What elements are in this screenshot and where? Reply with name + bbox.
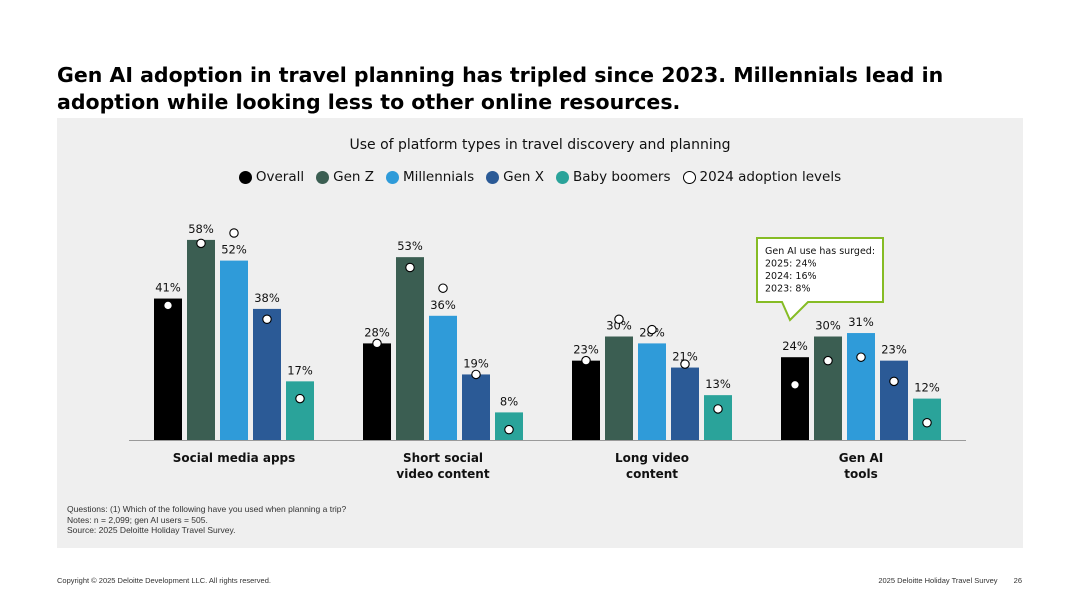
legend-label-millennials: Millennials [402,169,475,185]
marker-2024-3-0 [262,314,272,325]
marker-2024-1-3 [823,355,833,366]
marker-2024-0-3 [790,380,800,390]
legend-label-gen-x: Gen X [503,169,544,185]
bar-2-3 [847,333,875,440]
data-label-1-2: 30% [606,319,632,333]
data-label-4-3: 12% [914,381,940,395]
legend-item-baby-boomers: Baby boomers [556,169,671,185]
data-label-1-3: 30% [815,319,841,333]
legend-item-gen-z: Gen Z [316,169,374,185]
notes-questions: Questions: (1) Which of the following ha… [67,504,347,514]
category-label-3: Gen AI tools [839,451,883,481]
legend-swatch-2024-marker [682,170,696,184]
bar-2-1 [429,315,457,440]
marker-2024-0-2 [581,355,591,366]
bar-1-2 [605,336,633,440]
data-label-1-1: 53% [397,239,423,253]
legend-item-overall: Overall [238,169,305,185]
data-label-0-2: 23% [573,343,599,357]
bar-3-0 [253,308,281,440]
bar-2-0 [220,260,248,440]
legend-item-gen-x: Gen X [486,169,544,185]
callout-line-2: 2024: 16% [765,271,817,282]
bar-1-0 [187,239,215,440]
marker-2024-2-2 [647,324,657,335]
category-label-2: Long video content [615,451,689,481]
legend-swatch-gen-z [316,170,330,184]
marker-2024-2-3 [856,352,866,362]
footer-copyright: Copyright © 2025 Deloitte Development LL… [57,576,271,585]
footer-right: 2025 Deloitte Holiday Travel Survey 26 [878,576,1022,585]
notes-source: Source: 2025 Deloitte Holiday Travel Sur… [67,525,236,535]
marker-2024-1-2 [614,314,624,325]
data-label-0-1: 28% [364,325,390,339]
bar-0-3 [781,357,809,440]
page-number: 26 [1013,576,1022,585]
data-label-0-0: 41% [155,281,181,295]
bar-4-0 [286,381,314,440]
data-label-4-0: 17% [287,363,313,377]
legend-swatch-millennials [385,170,399,184]
data-label-3-3: 23% [881,343,907,357]
bar-3-3 [880,360,908,440]
data-label-3-2: 21% [672,350,698,364]
slide-title: Gen AI adoption in travel planning has t… [57,63,944,114]
callout-line-0: Gen AI use has surged: [765,246,875,257]
legend-swatch-baby-boomers [556,170,569,184]
marker-2024-3-2 [680,359,690,369]
legend-label-gen-z: Gen Z [333,169,374,185]
marker-2024-0-0 [163,300,173,311]
data-label-4-1: 8% [500,394,518,408]
data-label-3-1: 19% [463,356,489,370]
legend-label-baby-boomers: Baby boomers [573,169,671,185]
legend-label-2024-adoption: 2024 adoption levels [699,169,842,185]
data-label-2-1: 36% [430,298,456,312]
chart: 41% 58% 52% 38% 17% Social media apps 28% 53% 36… [129,222,966,481]
marker-2024-4-2 [713,404,723,414]
marker-2024-3-1 [471,369,481,380]
callout-box [756,237,884,322]
bar-0-2 [572,360,600,440]
chart-panel: 41% 58% 52% 38% 17% Social media apps 28% 53% 36… [57,118,1023,548]
marker-2024-1-0 [196,238,206,249]
marker-2024-4-3 [922,417,932,428]
chart-legend: Overall Gen Z Millennials Gen X Baby boo… [57,169,1023,185]
data-label-0-3: 24% [782,339,808,353]
bar-1-1 [396,257,424,440]
category-label-1: Short social video content [396,451,489,481]
marker-2024-1-1 [405,262,415,273]
legend-label-overall: Overall [255,169,305,185]
marker-2024-4-0 [295,393,305,404]
marker-2024-0-1 [372,338,382,349]
callout-line-3: 2023: 8% [765,284,810,295]
marker-2024-4-1 [504,424,514,435]
bar-0-1 [363,343,391,440]
bar-1-3 [814,336,842,440]
marker-2024-2-0 [229,228,239,238]
legend-swatch-gen-x [486,170,500,184]
notes-sample: Notes: n = 2,099; gen AI users = 505. [67,514,208,525]
bar-3-1 [462,374,490,440]
marker-2024-2-1 [438,283,448,293]
data-label-2-0: 52% [221,243,247,257]
category-label-0: Social media apps [173,451,296,465]
chart-title: Use of platform types in travel discover… [349,137,731,153]
bar-2-2 [638,343,666,440]
callout-line-1: 2025: 24% [765,259,817,270]
data-label-4-2: 13% [705,377,731,391]
data-label-3-0: 38% [254,291,280,305]
data-label-2-3: 31% [848,315,874,329]
bar-0-0 [154,298,182,440]
legend-item-millennials: Millennials [385,169,475,185]
data-label-1-0: 58% [188,222,214,236]
legend-item-2024-adoption: 2024 adoption levels [682,169,842,185]
legend-swatch-overall [238,170,252,184]
bar-3-2 [671,367,699,440]
footer-report-name: 2025 Deloitte Holiday Travel Survey [878,576,998,585]
bar-4-2 [704,395,732,440]
chart-notes: Questions: (1) Which of the following ha… [67,504,346,536]
marker-2024-3-3 [889,376,899,387]
